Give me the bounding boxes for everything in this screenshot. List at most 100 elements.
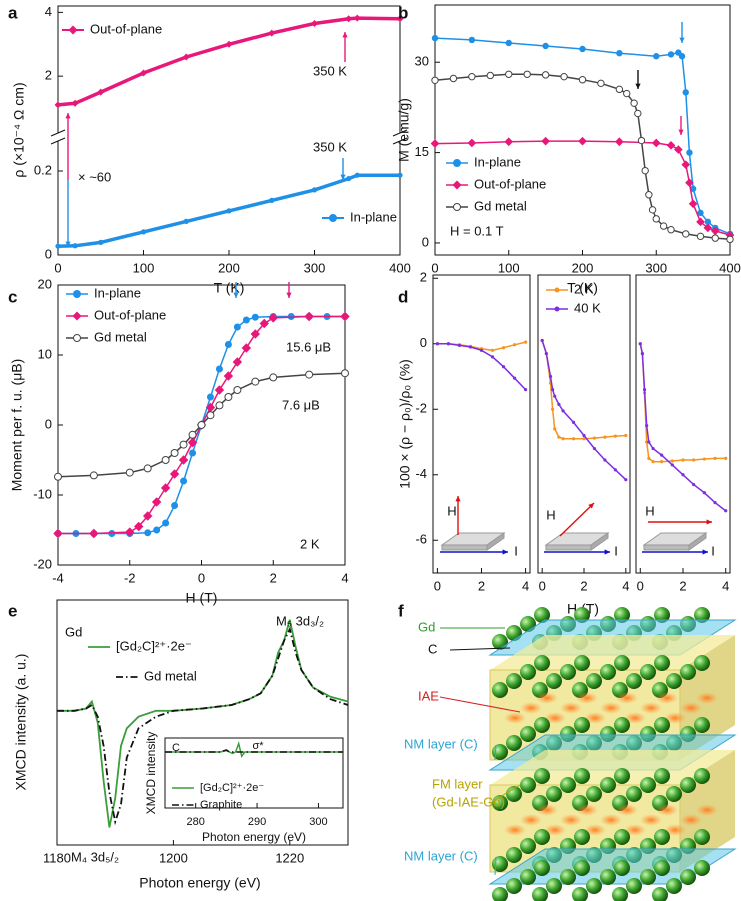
x-tick-label: 0 xyxy=(54,260,61,275)
gd-atom xyxy=(614,607,630,623)
x-tick-label: 290 xyxy=(248,816,266,828)
annotation: H xyxy=(645,503,654,518)
gd-atom xyxy=(586,878,602,894)
data-point xyxy=(648,206,657,214)
data-point xyxy=(505,39,512,47)
legend-label: 40 K xyxy=(574,300,601,315)
data-point xyxy=(197,421,206,429)
arrow-head xyxy=(502,549,508,555)
data-point xyxy=(578,136,587,146)
gd-atom xyxy=(574,768,590,784)
data-point xyxy=(704,218,712,226)
gd-atom xyxy=(694,655,710,671)
data-point xyxy=(682,230,690,238)
data-point xyxy=(660,453,664,457)
gd-atom xyxy=(506,673,522,689)
data-point xyxy=(490,348,495,352)
data-point xyxy=(250,329,261,339)
legend-label: Graphite xyxy=(200,799,242,811)
gd-atom xyxy=(520,838,536,854)
annotation: M₄ 3d₅/₂ xyxy=(71,849,119,864)
iae-cloud xyxy=(600,814,622,826)
iae-cloud xyxy=(640,814,662,826)
data-point xyxy=(544,351,548,356)
gd-atom xyxy=(654,860,670,876)
data-point xyxy=(652,215,660,223)
iae-cloud xyxy=(520,814,542,826)
sample-icon xyxy=(486,532,505,551)
y-tick-label: -20 xyxy=(33,556,52,571)
data-point xyxy=(603,435,607,439)
data-point xyxy=(206,411,215,420)
data-point xyxy=(523,340,528,344)
iae-cloud xyxy=(616,804,638,816)
annotation: I xyxy=(614,543,618,558)
x-tick-label: 0 xyxy=(198,570,205,585)
data-point xyxy=(161,456,170,464)
data-point xyxy=(501,365,506,369)
data-point xyxy=(624,478,628,482)
data-point xyxy=(54,472,62,481)
data-point xyxy=(638,342,642,346)
data-point xyxy=(468,345,473,349)
gd-atom xyxy=(520,664,536,680)
iae-cloud xyxy=(696,804,718,816)
data-point xyxy=(232,357,243,367)
gd-atom xyxy=(680,664,696,680)
data-point xyxy=(346,175,352,182)
legend-marker xyxy=(72,311,82,321)
annotation: σ* xyxy=(252,740,264,752)
gd-atom xyxy=(626,673,642,689)
gd-atom xyxy=(654,607,670,623)
data-point xyxy=(640,351,645,356)
data-point xyxy=(710,226,720,236)
gd-atom xyxy=(600,869,616,885)
x-tick-label: 200 xyxy=(572,260,594,275)
data-point xyxy=(637,136,646,145)
data-point xyxy=(613,468,617,472)
gd-atom xyxy=(574,860,590,876)
data-point xyxy=(224,341,232,348)
annotation: H = 0.1 T xyxy=(450,223,504,238)
data-point xyxy=(179,440,188,449)
data-point xyxy=(214,385,225,395)
data-point xyxy=(582,433,586,438)
gd-atom xyxy=(680,869,696,885)
gd-atom xyxy=(560,664,576,680)
gd-atom xyxy=(574,829,590,845)
gd-atom xyxy=(614,655,630,671)
data-point xyxy=(501,346,506,350)
diagram-label: C xyxy=(428,641,437,656)
data-point xyxy=(133,521,144,532)
plot-frame xyxy=(432,274,531,574)
data-point xyxy=(523,70,531,78)
data-point xyxy=(178,455,189,465)
x-axis-label: Photon energy (eV) xyxy=(202,830,306,844)
y-tick-label: -10 xyxy=(33,486,52,501)
data-point xyxy=(512,343,517,347)
legend-label: Out-of-plane xyxy=(90,21,162,36)
arrow-head xyxy=(702,549,708,555)
panel-letter: f xyxy=(398,601,404,620)
data-point xyxy=(431,76,439,85)
data-point xyxy=(468,36,476,44)
legend-label: [Gd₂C]²⁺·2e⁻ xyxy=(200,782,264,794)
data-point xyxy=(242,316,250,324)
gd-atom xyxy=(680,777,696,793)
gd-atom xyxy=(560,777,576,793)
data-point xyxy=(592,436,597,440)
data-point xyxy=(651,446,655,451)
gd-atom xyxy=(492,887,508,901)
arrow-head xyxy=(342,32,348,38)
y-tick-label: 10 xyxy=(38,346,52,361)
gd-atom xyxy=(492,744,508,760)
x-tick-label: -4 xyxy=(52,570,64,585)
data-point xyxy=(578,75,587,84)
x-tick-label: 200 xyxy=(218,260,240,275)
iae-cloud xyxy=(560,702,582,714)
x-axis-label: H (T) xyxy=(186,590,218,606)
data-point xyxy=(341,369,349,378)
legend-marker xyxy=(73,334,81,342)
gd-atom xyxy=(546,786,562,802)
gd-atom xyxy=(560,869,576,885)
